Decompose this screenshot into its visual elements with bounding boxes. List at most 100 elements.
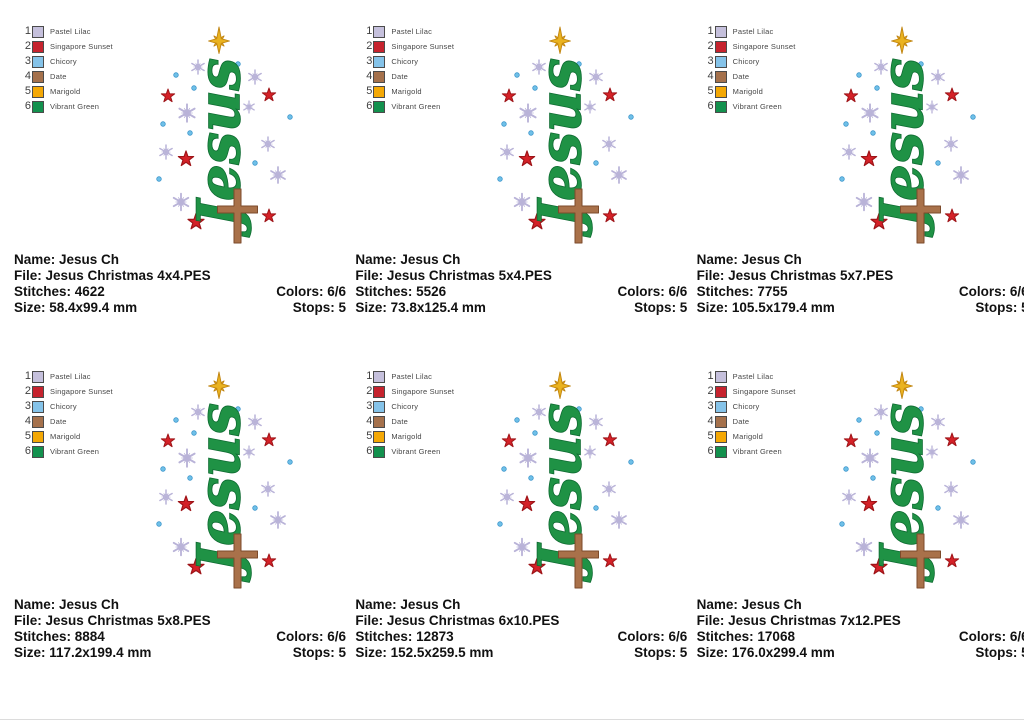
design-stops: Stops: 5: [975, 300, 1024, 315]
bottom-divider: [0, 719, 1024, 720]
thread-color-legend: 1 Pastel Lilac 2 Singapore Sunset 3 Chicory 4 D…: [20, 24, 113, 114]
color-swatch: [373, 85, 386, 98]
legend-number: 1: [707, 370, 714, 382]
color-swatch: [32, 100, 44, 113]
legend-number: 4: [707, 70, 714, 82]
design-card-4x4: 1 Pastel Lilac 2 Singapore Sunset 3 Chicory 4 D…: [0, 0, 346, 345]
legend-number: 4: [366, 415, 373, 427]
legend-number: 2: [24, 385, 31, 397]
legend-entry: 4 Date: [361, 69, 454, 84]
legend-entry: 3 Chicory: [703, 54, 796, 69]
legend-number: 6: [24, 100, 31, 112]
design-size: Size: 73.8x125.4 mm: [355, 300, 486, 315]
color-swatch: [32, 70, 44, 83]
legend-entry: 4 Date: [361, 414, 454, 429]
legend-entry: 6 Vibrant Green: [20, 99, 113, 114]
design-info: Name: Jesus Ch File: Jesus Christmas 4x4…: [14, 252, 346, 316]
design-card-5x7: 1 Pastel Lilac 2 Singapore Sunset 3 Chicory 4 D…: [683, 0, 1024, 345]
legend-entry: 1 Pastel Lilac: [703, 24, 796, 39]
legend-number: 4: [24, 70, 31, 82]
color-swatch: [373, 400, 386, 413]
color-swatch: [714, 430, 727, 443]
design-file: File: Jesus Christmas 4x4.PES: [14, 268, 211, 283]
color-swatch: [714, 85, 727, 98]
legend-label: Date: [391, 72, 408, 81]
legend-number: 4: [366, 70, 373, 82]
legend-number: 3: [24, 400, 31, 412]
thread-color-legend: 1 Pastel Lilac 2 Singapore Sunset 3 Chicory 4 D…: [703, 369, 796, 459]
design-stitches: Stitches: 4622: [14, 284, 105, 299]
legend-entry: 5 Marigold: [20, 429, 113, 444]
design-colors: Colors: 6/6: [617, 629, 688, 644]
embroidery-preview: [825, 363, 985, 595]
legend-entry: 3 Chicory: [361, 54, 454, 69]
embroidery-preview: [825, 18, 985, 250]
color-swatch: [373, 40, 386, 53]
color-swatch: [373, 55, 386, 68]
legend-number: 5: [707, 430, 714, 442]
legend-label: Chicory: [50, 57, 77, 66]
legend-number: 1: [24, 25, 31, 37]
legend-entry: 5 Marigold: [361, 84, 454, 99]
embroidery-preview: [483, 18, 643, 250]
legend-label: Singapore Sunset: [732, 387, 796, 396]
legend-label: Date: [732, 72, 750, 81]
legend-label: Pastel Lilac: [732, 27, 774, 36]
legend-entry: 2 Singapore Sunset: [361, 384, 454, 399]
legend-entry: 4 Date: [20, 414, 113, 429]
legend-entry: 4 Date: [703, 414, 796, 429]
legend-entry: 5 Marigold: [361, 429, 454, 444]
design-stitches: Stitches: 5526: [355, 284, 447, 299]
color-swatch: [32, 25, 44, 38]
legend-label: Vibrant Green: [732, 447, 782, 456]
thread-color-legend: 1 Pastel Lilac 2 Singapore Sunset 3 Chicory 4 D…: [361, 369, 454, 459]
design-info: Name: Jesus Ch File: Jesus Christmas 5x4…: [355, 252, 687, 316]
legend-entry: 5 Marigold: [703, 84, 796, 99]
legend-label: Chicory: [50, 402, 77, 411]
legend-number: 4: [707, 415, 714, 427]
design-info: Name: Jesus Ch File: Jesus Christmas 5x7…: [697, 252, 1024, 316]
color-swatch: [714, 370, 727, 383]
legend-entry: 3 Chicory: [703, 399, 796, 414]
legend-number: 1: [366, 370, 373, 382]
color-swatch: [373, 385, 386, 398]
color-swatch: [32, 85, 44, 98]
color-swatch: [373, 25, 386, 38]
design-grid: 1 Pastel Lilac 2 Singapore Sunset 3 Chicory 4 D…: [0, 0, 1024, 660]
legend-entry: 6 Vibrant Green: [703, 444, 796, 459]
legend-label: Date: [391, 417, 408, 426]
color-swatch: [32, 385, 44, 398]
legend-label: Pastel Lilac: [391, 27, 433, 36]
legend-number: 5: [24, 430, 31, 442]
design-name: Name: Jesus Ch: [355, 252, 461, 267]
design-card-5x4: 1 Pastel Lilac 2 Singapore Sunset 3 Chicory 4 D…: [341, 0, 687, 345]
legend-label: Marigold: [391, 432, 422, 441]
legend-entry: 2 Singapore Sunset: [20, 39, 113, 54]
legend-label: Chicory: [391, 57, 419, 66]
legend-number: 6: [366, 100, 373, 112]
legend-label: Singapore Sunset: [391, 42, 455, 51]
legend-entry: 1 Pastel Lilac: [20, 369, 113, 384]
legend-label: Vibrant Green: [732, 102, 782, 111]
legend-number: 5: [366, 85, 373, 97]
design-name: Name: Jesus Ch: [355, 597, 461, 612]
legend-number: 6: [24, 445, 31, 457]
legend-entry: 6 Vibrant Green: [703, 99, 796, 114]
legend-entry: 2 Singapore Sunset: [361, 39, 454, 54]
legend-label: Pastel Lilac: [391, 372, 433, 381]
legend-entry: 1 Pastel Lilac: [361, 369, 454, 384]
legend-number: 5: [24, 85, 31, 97]
legend-label: Date: [50, 417, 67, 426]
legend-label: Singapore Sunset: [50, 42, 113, 51]
design-stops: Stops: 5: [634, 300, 688, 315]
legend-label: Date: [732, 417, 750, 426]
legend-label: Vibrant Green: [50, 447, 100, 456]
color-swatch: [32, 370, 44, 383]
legend-label: Chicory: [732, 402, 760, 411]
legend-label: Vibrant Green: [391, 102, 441, 111]
legend-label: Marigold: [391, 87, 422, 96]
embroidery-preview: [483, 363, 643, 595]
design-name: Name: Jesus Ch: [14, 597, 120, 612]
color-swatch: [714, 445, 727, 458]
